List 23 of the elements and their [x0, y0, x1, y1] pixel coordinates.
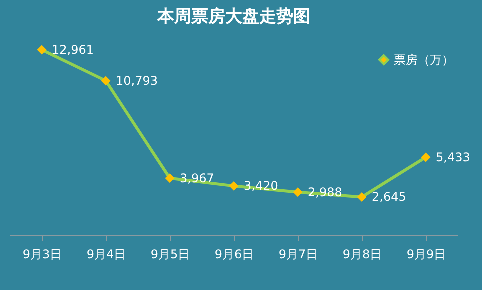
x-tick-label: 9月3日 — [22, 248, 62, 262]
point — [421, 152, 431, 162]
point — [357, 192, 367, 202]
x-tick-label: 9月7日 — [278, 248, 318, 262]
x-tick-label: 9月4日 — [86, 248, 126, 262]
x-tick-label: 9月9日 — [406, 248, 446, 262]
x-tick-label: 9月8日 — [342, 248, 382, 262]
data-label: 5,433 — [436, 150, 470, 164]
data-label: 3,420 — [244, 179, 278, 194]
chart-title: 本周票房大盘走势图 — [156, 7, 310, 27]
data-label: 10,793 — [116, 74, 158, 88]
point — [101, 76, 111, 86]
point — [37, 45, 47, 55]
data-label: 3,967 — [180, 171, 214, 186]
legend-label: 票房（万） — [394, 53, 454, 67]
point — [165, 174, 175, 184]
point — [229, 181, 239, 191]
data-label: 2,645 — [372, 190, 406, 204]
x-tick-label: 9月6日 — [214, 248, 254, 262]
data-label: 2,988 — [308, 185, 342, 200]
data-label: 12,961 — [52, 43, 94, 57]
point — [293, 188, 303, 198]
x-tick-label: 9月5日 — [150, 248, 190, 262]
